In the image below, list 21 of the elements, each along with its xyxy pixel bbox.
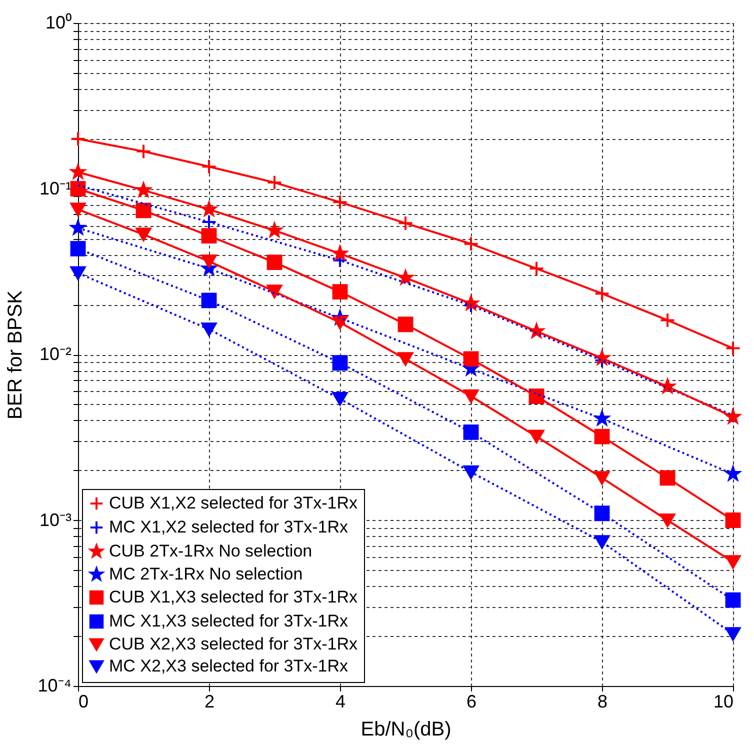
legend-label: CUB 2Tx-1Rx No selection bbox=[109, 542, 312, 560]
legend-label: CUB X1,X2 selected for 3Tx-1Rx bbox=[109, 494, 358, 512]
legend-label: MC 2Tx-1Rx No selection bbox=[109, 564, 303, 584]
x-tick-label: 6 bbox=[466, 692, 477, 712]
y-axis-title: BER for BPSK bbox=[4, 290, 27, 420]
y-tick-label: 10⁻² bbox=[39, 344, 72, 364]
legend-label: MC X2,X3 selected for 3Tx-1Rx bbox=[109, 656, 349, 676]
y-tick-label: 10⁻³ bbox=[39, 510, 72, 530]
legend-label: CUB X1,X3 selected for 3Tx-1Rx bbox=[109, 588, 358, 606]
legend-label: CUB X2,X3 selected for 3Tx-1Rx bbox=[109, 634, 358, 654]
y-tick-label: 10⁻⁴ bbox=[38, 676, 72, 696]
x-tick-label: 2 bbox=[204, 692, 215, 712]
legend-label: MC X1,X3 selected for 3Tx-1Rx bbox=[109, 612, 349, 630]
legend-label: MC X1,X2 selected for 3Tx-1Rx bbox=[109, 518, 349, 536]
x-tick-label: 10 bbox=[713, 692, 734, 712]
x-axis-title: Eb/N₀(dB) bbox=[360, 718, 452, 740]
y-tick-label: 10⁰ bbox=[45, 12, 72, 32]
x-tick-label: 0 bbox=[78, 692, 89, 712]
x-tick-label: 4 bbox=[335, 692, 346, 712]
x-tick-label: 8 bbox=[597, 692, 608, 712]
y-tick-label: 10⁻¹ bbox=[39, 178, 72, 198]
